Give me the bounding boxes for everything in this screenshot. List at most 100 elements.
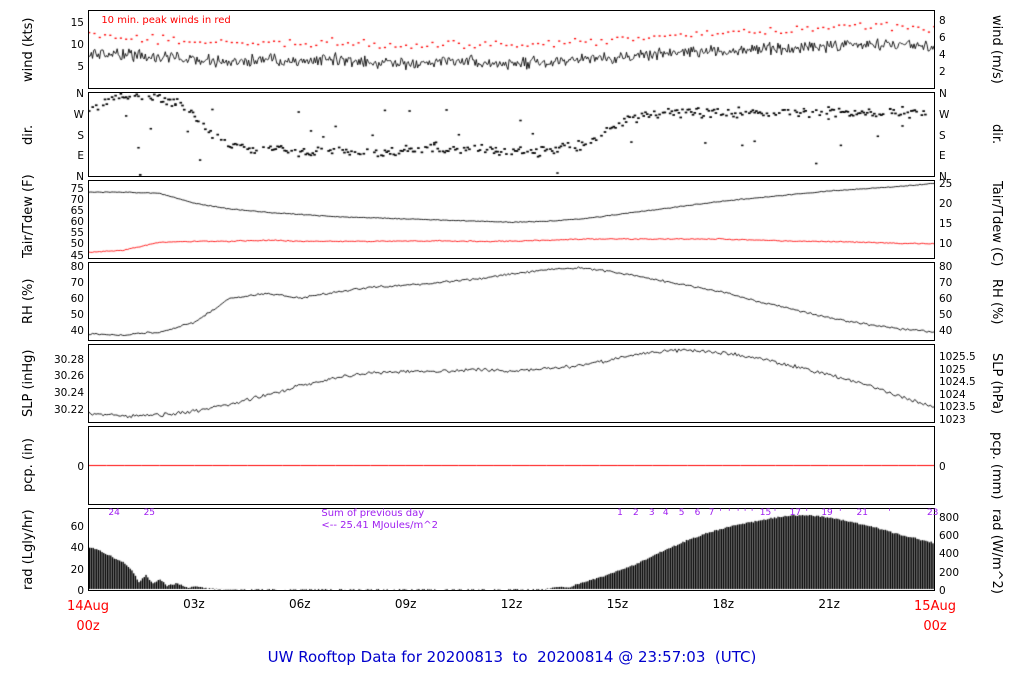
- end-date-hour: 00z: [923, 619, 947, 634]
- tair-left-axis-label: Tair/Tdew (F): [21, 174, 36, 258]
- rad-annotation: ': [805, 508, 808, 519]
- tair-right-axis-label: Tair/Tdew (C): [989, 181, 1004, 267]
- rad-annotation: 17: [789, 508, 802, 519]
- x-axis-start-date: 14Aug 00z: [60, 597, 116, 637]
- dir-right-tick-W: W: [939, 108, 950, 121]
- rad-right-tick-0: 0: [939, 585, 946, 597]
- rad-left-tick-20: 20: [70, 563, 84, 576]
- wind-direction-plot: [89, 93, 934, 176]
- rh-left-tick-60: 60: [70, 293, 84, 306]
- rh-left-axis-label: RH (%): [21, 278, 36, 325]
- pcp-right-axis-label: pcp. (mm): [989, 431, 1004, 500]
- x-tick-15z: 15z: [606, 597, 629, 611]
- rh-left-tick-80: 80: [70, 261, 84, 274]
- tair-left-tick-70: 70: [70, 193, 84, 206]
- rh-right-tick-70: 70: [939, 277, 953, 290]
- sea-level-pressure-plot: [89, 345, 934, 422]
- slp-right-axis-label: SLP (hPa): [989, 352, 1004, 415]
- wind-right-tick-8: 8: [939, 14, 946, 27]
- x-axis-end-date: 15Aug 00z: [907, 597, 963, 637]
- rad-annotation: 25: [143, 508, 156, 519]
- wind-annotation: 10 min. peak winds in red: [101, 15, 231, 27]
- rad-left-tick-40: 40: [70, 542, 84, 555]
- tair-right-tick-20: 20: [939, 198, 953, 211]
- x-axis: 14Aug 00z 15Aug 00z 03z 06z 09z 12z 15z 18z 21…: [67, 597, 956, 639]
- tair-right-tick-10: 10: [939, 238, 953, 251]
- rad-annotation: ': [838, 508, 842, 519]
- temperature-dewpoint-plot: [89, 181, 934, 258]
- start-date-hour: 00z: [76, 619, 100, 634]
- rh-right-tick-80: 80: [939, 261, 953, 274]
- rad-annotation: ': [750, 508, 754, 519]
- slp-left-axis-label: SLP (inHg): [21, 349, 36, 418]
- slp-right-tick-1025: 1025: [939, 363, 966, 376]
- slp-right-tick-1023: 1023: [939, 413, 966, 426]
- panel-relative-humidity: RH (%) RH (%) 40 50 60 70 80 40 50 60 70 80: [21, 261, 1004, 341]
- rad-left-axis-label: rad (Lgly/hr): [21, 509, 36, 590]
- rad-annotation: 5: [678, 508, 685, 519]
- rad-annotation: 23: [926, 508, 939, 519]
- panel-solar-radiation: rad (Lgly/hr) rad (W/m^2) 0 20 40 60 0 200 400…: [21, 508, 1004, 597]
- x-tick-12z: 12z: [500, 597, 523, 611]
- start-date-month: 14Aug: [67, 599, 109, 614]
- wind-right-tick-6: 6: [939, 31, 946, 44]
- wind-left-tick-5: 5: [77, 61, 84, 73]
- rad-right-axis-label: rad (W/m^2): [989, 509, 1004, 594]
- solar-radiation-plot: [89, 509, 934, 590]
- rad-annotation: 19: [821, 508, 833, 519]
- rad-annotation: Sum of previous day: [321, 508, 425, 520]
- tair-left-tick-50: 50: [70, 238, 84, 251]
- tair-right-tick-25: 25: [939, 178, 953, 191]
- relative-humidity-plot: [89, 263, 934, 340]
- dir-right-tick-S: S: [939, 129, 946, 142]
- rh-left-tick-50: 50: [70, 309, 84, 322]
- dir-left-tick-S: S: [77, 129, 84, 142]
- precipitation-plot: [89, 427, 934, 504]
- dir-left-tick-W: W: [73, 108, 84, 121]
- dir-right-axis-label: dir.: [989, 124, 1004, 145]
- wind-right-tick-2: 2: [939, 65, 946, 78]
- rad-annotation: ': [719, 508, 722, 519]
- slp-right-tick-1023.5: 1023.5: [939, 401, 976, 414]
- dir-left-axis-label: dir.: [21, 124, 36, 145]
- rad-right-tick-600: 600: [939, 530, 960, 542]
- rad-annotation: 21: [856, 508, 868, 519]
- end-date-month: 15Aug: [914, 599, 956, 614]
- tair-left-tick-65: 65: [70, 205, 84, 217]
- dir-left-tick-N: N: [76, 171, 84, 183]
- pcp-right-tick-0: 0: [939, 460, 946, 473]
- wind-right-tick-4: 4: [939, 48, 946, 61]
- tair-left-tick-45: 45: [70, 249, 84, 262]
- x-tick-06z: 06z: [288, 597, 311, 611]
- rad-annotation: ': [888, 508, 891, 519]
- wind-left-axis-label: wind (kts): [21, 17, 36, 82]
- rh-right-tick-40: 40: [939, 325, 953, 338]
- dir-right-tick-N: N: [939, 88, 947, 100]
- wind-left-tick-15: 15: [70, 17, 84, 29]
- rad-annotation: <-- 25.41 MJoules/m^2: [321, 519, 438, 531]
- panel-temperature-dewpoint: Tair/Tdew (F) Tair/Tdew (C) 45 50 55 60 65 70…: [21, 174, 1004, 266]
- panel-precipitation: pcp. (in) pcp. (mm) 0 0: [21, 426, 1004, 505]
- rh-right-tick-60: 60: [939, 293, 953, 306]
- x-tick-18z: 18z: [712, 597, 735, 611]
- pcp-left-axis-label: pcp. (in): [21, 438, 36, 493]
- slp-left-tick-30.26: 30.26: [53, 370, 84, 383]
- rad-right-tick-400: 400: [939, 548, 960, 561]
- rad-right-tick-800: 800: [939, 511, 960, 524]
- dir-right-tick-E: E: [939, 150, 946, 163]
- slp-right-tick-1024: 1024: [939, 388, 966, 401]
- dir-right-tick-N: N: [939, 171, 947, 183]
- x-tick-03z: 03z: [183, 597, 205, 611]
- rad-annotation: 4: [662, 508, 669, 519]
- tair-left-tick-75: 75: [70, 182, 84, 195]
- wind-speed-plot: [89, 11, 934, 88]
- pcp-left-tick-0: 0: [77, 460, 84, 473]
- rad-annotation: 2: [632, 508, 639, 519]
- rh-left-tick-70: 70: [70, 277, 84, 290]
- rad-annotation: 3: [648, 508, 655, 519]
- tair-right-tick-15: 15: [939, 218, 953, 231]
- rad-annotation: 24: [108, 508, 120, 519]
- slp-left-tick-30.22: 30.22: [53, 404, 84, 417]
